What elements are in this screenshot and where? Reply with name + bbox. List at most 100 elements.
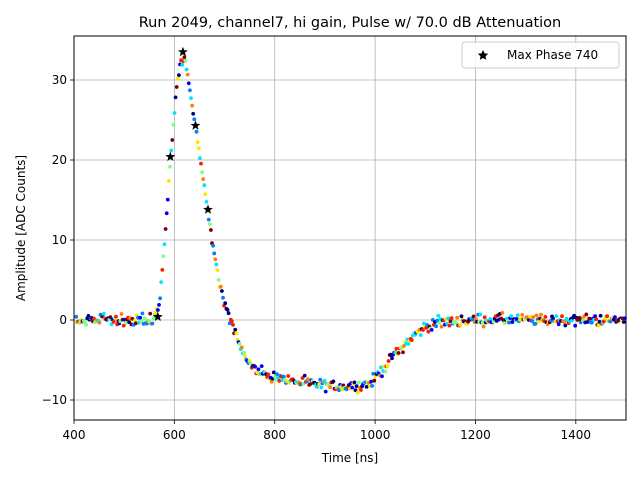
waveform-point [353, 388, 358, 393]
legend-star-icon [477, 50, 489, 60]
legend-entry: Max Phase 740 [507, 48, 598, 62]
waveform-point [543, 315, 548, 319]
max-phase-star [190, 120, 201, 130]
waveform-point [186, 81, 191, 86]
x-axis-label: Time [ns] [321, 451, 378, 465]
waveform-point [182, 55, 187, 60]
x-tick-label: 1400 [561, 428, 592, 442]
waveform-point [350, 385, 355, 390]
waveform-point [158, 296, 163, 301]
waveform-point [198, 156, 202, 161]
waveform-point [277, 379, 282, 383]
waveform-point [531, 315, 536, 319]
x-tick-label: 1000 [360, 428, 391, 442]
waveform-point [380, 374, 384, 379]
waveform-point [554, 314, 559, 318]
waveform-point [248, 361, 253, 366]
waveform-point [164, 211, 169, 216]
waveform-point [175, 77, 180, 81]
waveform-point [203, 192, 208, 197]
waveform-point [364, 385, 369, 389]
waveform-point [121, 323, 126, 328]
waveform-point [92, 316, 96, 321]
waveform-point [409, 338, 414, 342]
waveform-point [502, 321, 507, 325]
waveform-point [422, 321, 426, 326]
waveform-point [74, 314, 79, 319]
waveform-point [221, 295, 225, 300]
waveform-point [396, 351, 401, 355]
waveform-point [424, 326, 429, 330]
waveform-point [322, 378, 327, 383]
waveform-point [318, 377, 323, 382]
waveform-point [213, 257, 218, 262]
waveform-point [180, 63, 185, 67]
waveform-point [216, 278, 221, 282]
waveform-point [354, 384, 359, 388]
waveform-point [401, 350, 405, 355]
waveform-point [509, 314, 514, 318]
waveform-point [269, 379, 274, 384]
waveform-point [300, 376, 305, 380]
waveform-point [192, 117, 197, 122]
waveform-point [383, 369, 388, 374]
waveform-point [212, 251, 217, 256]
waveform-point [168, 164, 172, 169]
plot-frame [73, 35, 627, 421]
waveform-point [194, 129, 199, 134]
x-tick-label: 800 [263, 428, 286, 442]
waveform-point [133, 321, 138, 326]
waveform-point [372, 378, 377, 383]
waveform-point [159, 280, 164, 284]
waveform-point [605, 314, 610, 319]
waveform-point [173, 95, 178, 100]
waveform-point [449, 316, 454, 321]
max-phase-star [177, 46, 188, 57]
waveform-point [459, 314, 464, 319]
waveform-point [140, 311, 145, 316]
waveform-point [172, 111, 177, 115]
waveform-point [379, 365, 383, 370]
waveform-point [185, 72, 190, 77]
legend: Max Phase 740 [461, 41, 620, 69]
waveform-point [183, 58, 188, 63]
waveform-point [275, 372, 279, 376]
waveform-point [195, 140, 200, 145]
max-phase-star [203, 204, 213, 214]
waveform-point [114, 314, 118, 319]
y-axis-label: Amplitude [ADC Counts] [14, 155, 28, 301]
waveform-point [281, 374, 286, 379]
waveform-point [418, 333, 423, 337]
waveform-point [171, 122, 176, 127]
waveform-point [151, 316, 156, 321]
waveform-point [231, 323, 235, 327]
x-tick-label: 600 [163, 428, 186, 442]
waveform-point [119, 312, 124, 316]
waveform-point [421, 328, 425, 332]
waveform-point [84, 323, 88, 327]
waveform-point [150, 321, 155, 326]
waveform-point [394, 346, 399, 351]
y-tick-label: 30 [52, 73, 67, 87]
max-phase-star [165, 151, 176, 162]
waveform-point [621, 320, 626, 324]
waveform-point [515, 313, 520, 317]
waveform-point [570, 318, 574, 323]
waveform-point [286, 374, 291, 378]
waveform-point [162, 242, 167, 247]
waveform-point [560, 314, 564, 319]
waveform-point [86, 314, 91, 318]
waveform-point [454, 320, 458, 325]
waveform-point [448, 319, 453, 324]
waveform-point [447, 323, 452, 328]
waveform-point [406, 342, 411, 346]
waveform-point [480, 320, 485, 325]
waveform-point [481, 324, 486, 329]
waveform-point [370, 384, 374, 388]
waveform-point [170, 138, 175, 142]
waveform-point [202, 183, 207, 188]
waveform-point [594, 317, 599, 321]
waveform-point [259, 364, 264, 368]
waveform-point [243, 354, 248, 358]
